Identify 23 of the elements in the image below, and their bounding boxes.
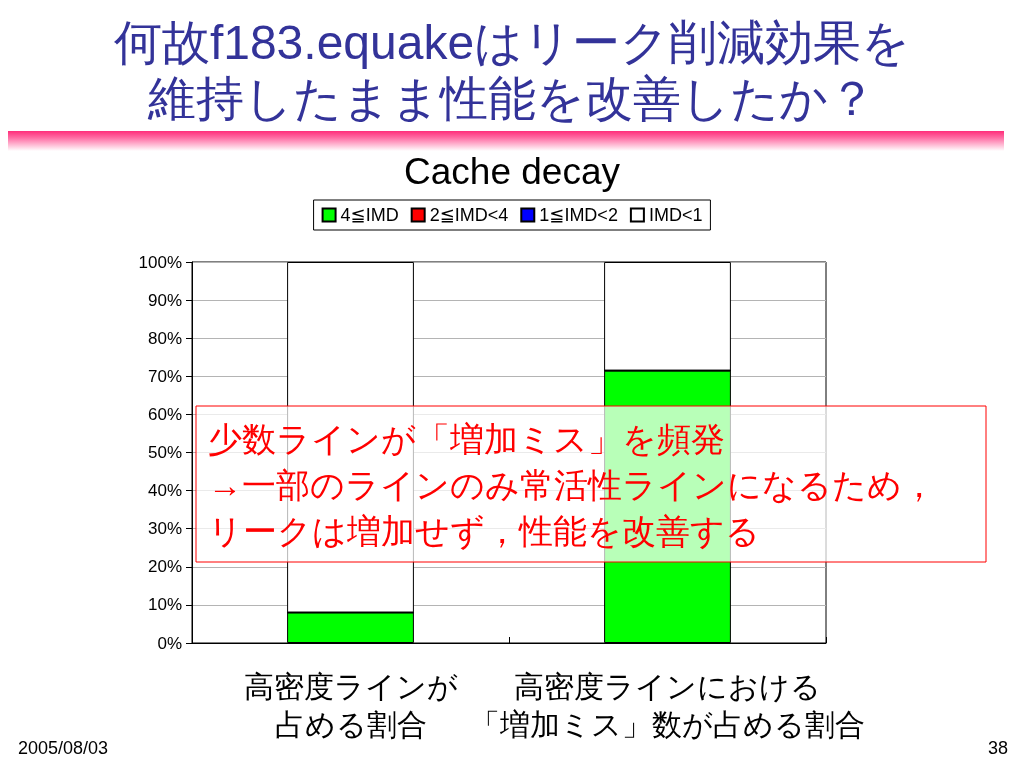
y-tick-label: 40% <box>147 481 182 501</box>
legend-label: 4≦IMD <box>340 205 399 225</box>
legend-label: 1≦IMD<2 <box>539 205 618 225</box>
y-tick-label: 60% <box>147 404 182 424</box>
x-tick-label: 高密度ラインにおける「増加ミス」数が占める割合 <box>470 669 865 741</box>
y-tick-label: 30% <box>147 519 182 539</box>
y-tick-label: 50% <box>147 443 182 462</box>
annotation: →一部のラインのみ常活性ラインになるため，リークは増加せず，性能を改善する <box>208 466 936 551</box>
text: 2005/08/03 <box>18 738 109 758</box>
y-tick-label: 10% <box>147 595 182 615</box>
chart-subtitle: Cache decay <box>404 151 621 192</box>
x-tick-label: 高密度ラインが占める割合 <box>243 669 458 741</box>
text: 38 <box>987 738 1008 758</box>
annotation: 少数ラインが「増加ミス」を頻発 <box>208 420 725 458</box>
legend-label: IMD<1 <box>648 205 703 225</box>
y-tick-label: 20% <box>147 557 182 577</box>
y-tick-label: 90% <box>147 290 182 310</box>
chart-title: 何故f183.equakeはリーク削減効果を維持したまま性能を改善したか？ <box>113 15 911 125</box>
legend-label: 2≦IMD<4 <box>429 205 509 225</box>
y-tick-label: 70% <box>147 366 182 386</box>
y-tick-label: 100% <box>138 252 182 272</box>
y-tick-label: 80% <box>147 328 182 348</box>
y-tick-label: 0% <box>157 633 182 653</box>
